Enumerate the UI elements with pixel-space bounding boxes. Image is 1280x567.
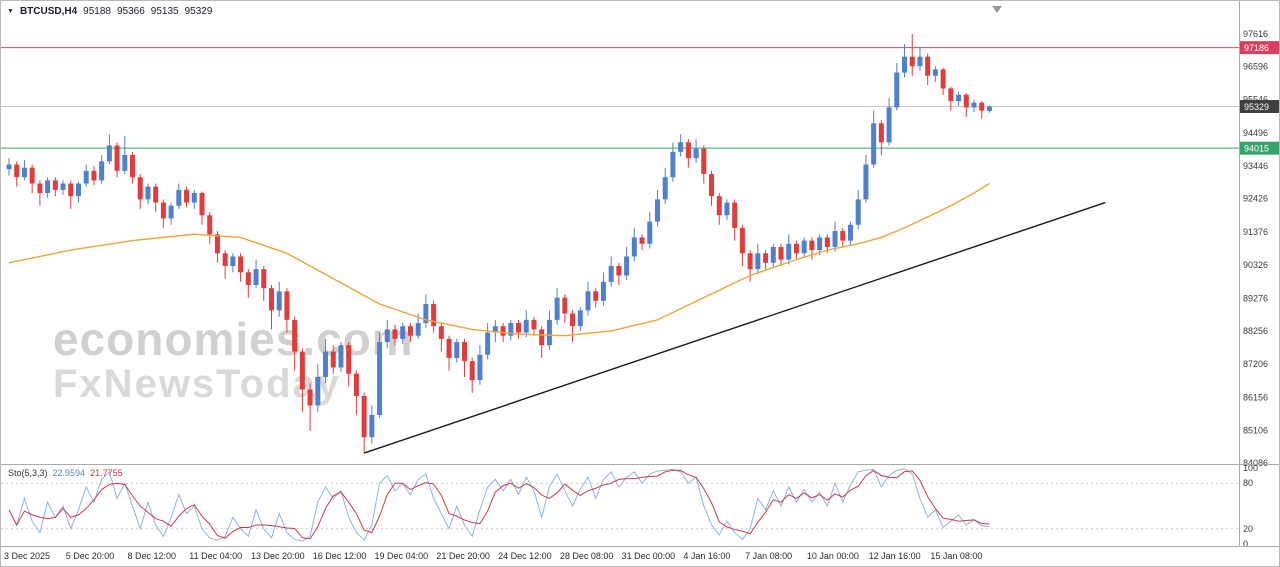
trendline [363,201,1106,454]
symbol-dropdown-icon[interactable]: ▼ [7,8,14,15]
svg-text:85106: 85106 [1243,426,1268,436]
svg-text:94015: 94015 [1244,144,1269,154]
svg-text:20: 20 [1243,524,1253,534]
svg-text:16 Dec 12:00: 16 Dec 12:00 [313,551,367,561]
stochastic-k-line [8,468,990,542]
watermark-brand: economies.com [53,313,414,365]
svg-text:88256: 88256 [1243,326,1268,336]
svg-text:31 Dec 00:00: 31 Dec 00:00 [622,551,676,561]
svg-text:95546: 95546 [1243,95,1268,105]
svg-text:13 Dec 20:00: 13 Dec 20:00 [251,551,305,561]
svg-text:12 Jan 16:00: 12 Jan 16:00 [869,551,921,561]
svg-text:7 Jan 08:00: 7 Jan 08:00 [745,551,792,561]
svg-text:92426: 92426 [1243,194,1268,204]
svg-text:86156: 86156 [1243,392,1268,402]
svg-text:97616: 97616 [1243,29,1268,39]
svg-text:5 Dec 20:00: 5 Dec 20:00 [66,551,115,561]
svg-text:28 Dec 08:00: 28 Dec 08:00 [560,551,614,561]
symbol-timeframe-label: BTCUSD,H4 [19,6,78,17]
ohlc-open: 95188 [83,6,111,17]
svg-text:91376: 91376 [1243,227,1268,237]
stochastic-label: Sto(5,3,3) 22.9594 21.7755 [8,468,123,478]
svg-text:90326: 90326 [1243,260,1268,270]
svg-text:15 Jan 08:00: 15 Jan 08:00 [930,551,982,561]
indicator-overlays[interactable] [8,182,1106,454]
price-axis[interactable]: 97616 96596 95546 94496 93446 92426 91376 90326… [1240,29,1280,549]
stochastic-name: Sto(5,3,3) [8,468,48,478]
ohlc-close: 95329 [184,6,213,17]
svg-text:10 Jan 00:00: 10 Jan 00:00 [807,551,859,561]
ohlc-low: 95135 [150,6,179,17]
svg-text:96596: 96596 [1243,61,1268,71]
svg-text:3 Dec 2025: 3 Dec 2025 [4,551,50,561]
svg-text:97186: 97186 [1244,43,1269,53]
moving-average-line [8,182,990,337]
watermark: economies.com FxNewsToday [53,313,414,407]
svg-text:24 Dec 12:00: 24 Dec 12:00 [498,551,552,561]
svg-text:8 Dec 12:00: 8 Dec 12:00 [128,551,177,561]
svg-text:0: 0 [1243,539,1248,549]
svg-text:4 Jan 16:00: 4 Jan 16:00 [683,551,730,561]
svg-text:84086: 84086 [1243,458,1268,468]
panel-separators [1,1,1279,547]
svg-text:11 Dec 04:00: 11 Dec 04:00 [189,551,242,561]
stochastic-panel[interactable] [1,468,1239,542]
chart-symbol-header: ▼ BTCUSD,H4 95188 95366 95135 95329 [7,6,212,17]
main-chart-area[interactable] [1,34,1239,454]
stochastic-d-line [8,469,990,540]
svg-text:19 Dec 04:00: 19 Dec 04:00 [375,551,429,561]
svg-text:87206: 87206 [1243,359,1268,369]
stochastic-k-value: 22.9594 [52,468,86,478]
watermark-subbrand: FxNewsToday [53,362,341,407]
scroll-marker-icon[interactable] [992,6,1002,13]
svg-text:100: 100 [1243,463,1258,473]
ohlc-high: 95366 [116,6,145,17]
svg-text:21 Dec 20:00: 21 Dec 20:00 [436,551,490,561]
stochastic-d-value: 21.7755 [90,468,123,478]
svg-text:94496: 94496 [1243,128,1268,138]
svg-text:95329: 95329 [1244,102,1269,112]
svg-text:89276: 89276 [1243,293,1268,303]
svg-text:80: 80 [1243,478,1253,488]
svg-text:93446: 93446 [1243,161,1268,171]
time-axis[interactable]: 3 Dec 2025 5 Dec 20:00 8 Dec 12:00 11 Dec 0… [4,551,982,561]
